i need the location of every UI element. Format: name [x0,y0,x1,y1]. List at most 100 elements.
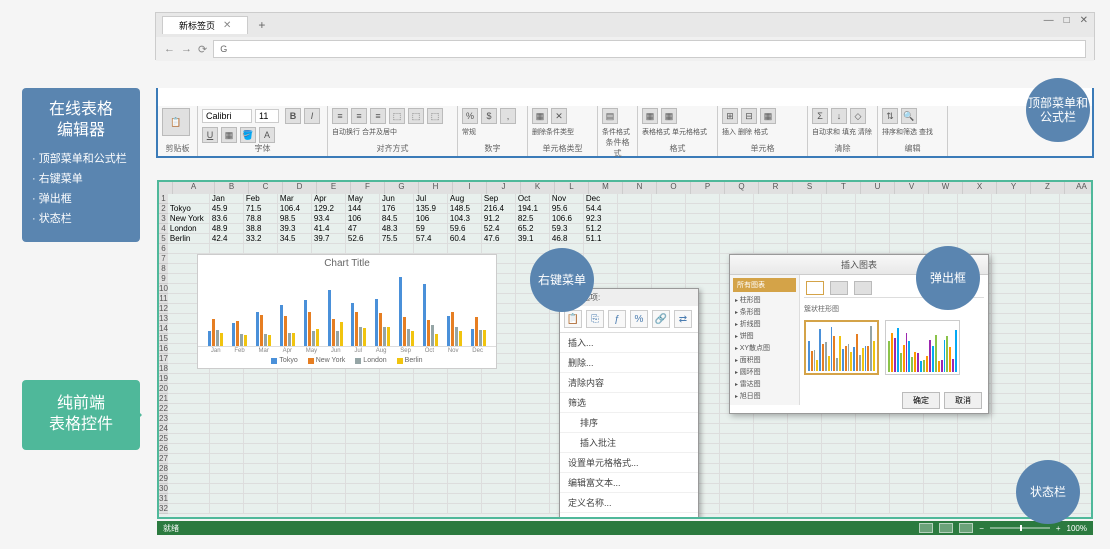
cell[interactable]: 75.5 [380,234,414,244]
cell[interactable] [992,354,1026,364]
cell[interactable] [686,254,720,264]
cell[interactable] [788,444,822,454]
cell[interactable] [686,224,720,234]
cell[interactable] [754,504,788,514]
ribbon-icon-9-0[interactable]: ⇅ [882,108,898,124]
paste-format-icon[interactable]: % [630,310,648,328]
cell[interactable] [1026,244,1060,254]
cell[interactable] [346,394,380,404]
row-header[interactable]: 5 [159,234,168,244]
cell[interactable] [414,394,448,404]
cell[interactable] [788,454,822,464]
cell[interactable] [278,504,312,514]
cell[interactable] [346,414,380,424]
col-header[interactable]: AA [1065,182,1093,194]
cell[interactable] [1026,414,1060,424]
cell[interactable] [516,464,550,474]
cell[interactable] [754,204,788,214]
cell[interactable] [856,464,890,474]
cell[interactable]: 59 [414,224,448,234]
col-header[interactable]: X [963,182,997,194]
italic-icon[interactable]: I [304,108,320,124]
cell[interactable] [448,424,482,434]
cell[interactable] [516,354,550,364]
cell[interactable] [1060,264,1093,274]
cell[interactable] [448,404,482,414]
cell[interactable] [992,264,1026,274]
col-header[interactable]: J [487,182,521,194]
cell[interactable] [312,244,346,254]
ribbon-icon-0-0[interactable]: 📋 [162,108,190,136]
cell[interactable]: 144 [346,204,380,214]
cell[interactable] [482,244,516,254]
cell[interactable] [890,214,924,224]
cell[interactable] [278,424,312,434]
cell[interactable] [210,394,244,404]
cell[interactable] [210,374,244,384]
cell[interactable] [1060,404,1093,414]
cell[interactable] [312,414,346,424]
cell[interactable] [168,464,210,474]
cell[interactable] [482,384,516,394]
col-header[interactable] [159,182,173,194]
new-tab-button[interactable]: + [252,18,271,32]
context-menu-item-2[interactable]: 清除内容 [560,373,698,393]
cell[interactable]: Berlin [168,234,210,244]
cell[interactable] [788,494,822,504]
context-menu-item-1[interactable]: 删除... [560,353,698,373]
cell[interactable] [686,244,720,254]
cell[interactable] [1026,434,1060,444]
cell[interactable] [958,234,992,244]
chart-preview-1[interactable] [804,320,879,375]
row-header[interactable]: 17 [159,354,168,364]
cell[interactable] [168,424,210,434]
cell[interactable] [992,274,1026,284]
row-header[interactable]: 29 [159,474,168,484]
cell[interactable] [686,264,720,274]
ribbon-icon-4-1[interactable]: ✕ [551,108,567,124]
cell[interactable] [346,474,380,484]
cell[interactable] [516,344,550,354]
cell[interactable] [788,194,822,204]
cell[interactable]: Mar [278,194,312,204]
cell[interactable]: 60.4 [448,234,482,244]
cell[interactable] [210,464,244,474]
cell[interactable] [380,384,414,394]
cell[interactable] [924,454,958,464]
cell[interactable] [244,494,278,504]
cell[interactable] [312,424,346,434]
row-header[interactable]: 9 [159,274,168,284]
cell[interactable] [1026,294,1060,304]
cell[interactable] [168,194,210,204]
cell[interactable] [788,504,822,514]
cell[interactable] [482,454,516,464]
cell[interactable] [414,474,448,484]
cell[interactable] [754,454,788,464]
cell[interactable] [1026,274,1060,284]
cell[interactable] [720,444,754,454]
url-input[interactable]: G [213,40,1086,58]
cell[interactable] [856,434,890,444]
cell[interactable] [482,424,516,434]
cell[interactable] [822,444,856,454]
cell[interactable] [1026,384,1060,394]
cell[interactable] [788,244,822,254]
cell[interactable] [312,384,346,394]
cell[interactable] [992,204,1026,214]
cell[interactable] [210,454,244,464]
cell[interactable] [210,384,244,394]
cell[interactable] [346,504,380,514]
cell[interactable] [278,484,312,494]
cell[interactable] [380,464,414,474]
cell[interactable] [958,434,992,444]
row-header[interactable]: 22 [159,404,168,414]
cell[interactable] [414,444,448,454]
chart-preview-2[interactable] [885,320,960,375]
cell[interactable] [1060,394,1093,404]
cell[interactable] [516,494,550,504]
cell[interactable] [414,384,448,394]
cell[interactable] [720,494,754,504]
cell[interactable]: 51.2 [584,224,618,234]
ribbon-icon-2-4[interactable]: ⬚ [408,108,424,124]
cell[interactable] [482,484,516,494]
